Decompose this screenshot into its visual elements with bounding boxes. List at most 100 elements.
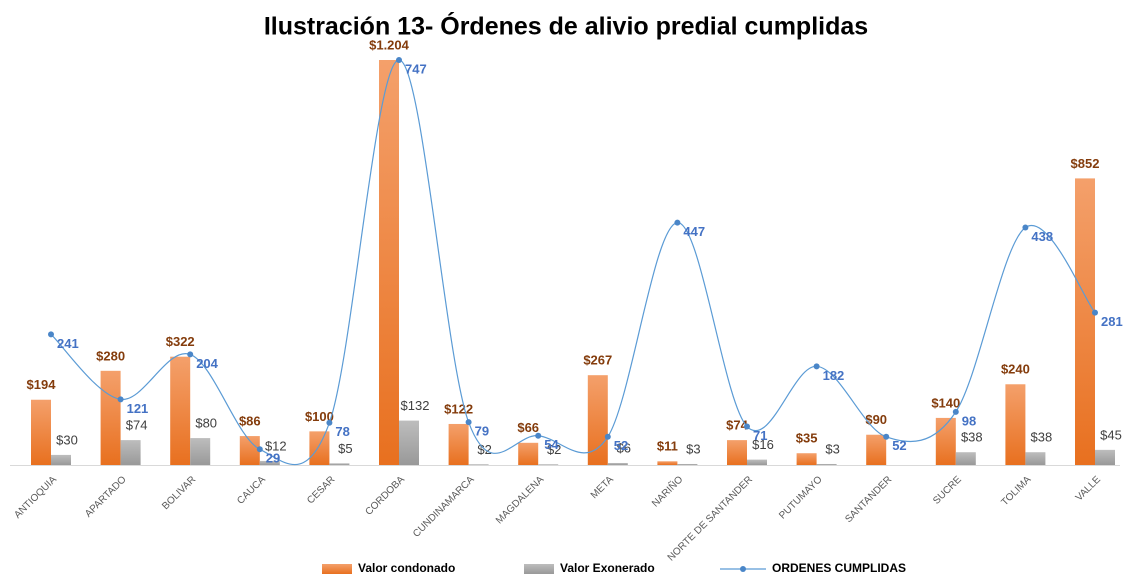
- bar: [747, 459, 767, 465]
- bar: [1075, 178, 1095, 465]
- data-label: $240: [1001, 362, 1030, 377]
- data-label: $122: [444, 401, 473, 416]
- data-label: $12: [265, 438, 287, 453]
- bar: [955, 452, 976, 465]
- x-tick-label: CESAR: [305, 474, 337, 506]
- data-label: 281: [1101, 314, 1123, 329]
- data-label: 747: [405, 61, 427, 76]
- data-label: 78: [335, 424, 349, 439]
- x-tick-label: ANTIOQUIA: [12, 474, 59, 521]
- bar: [1025, 452, 1046, 465]
- bar: [329, 463, 350, 465]
- data-label: $6: [617, 440, 631, 455]
- bar: [190, 438, 211, 465]
- data-label: 182: [823, 368, 845, 383]
- data-label: $66: [517, 420, 539, 435]
- bar: [657, 461, 678, 465]
- x-tick-label: VALLE: [1074, 474, 1104, 504]
- bar: [309, 431, 330, 465]
- data-label: 54: [544, 437, 559, 452]
- bar: [538, 464, 559, 465]
- data-label: $322: [166, 334, 195, 349]
- x-tick-label: PUTUMAYO: [777, 474, 824, 521]
- line-point: [326, 419, 333, 426]
- line-point: [187, 351, 194, 358]
- line-point: [1092, 309, 1098, 316]
- data-label: 121: [127, 401, 149, 416]
- line-point: [535, 432, 542, 439]
- legend-swatch: [524, 564, 554, 574]
- line-point: [465, 419, 472, 426]
- data-label: 204: [196, 356, 218, 371]
- legend-marker: [740, 566, 746, 572]
- data-label: $280: [96, 348, 125, 363]
- legend-label: Valor Exonerado: [560, 561, 655, 575]
- data-label: $267: [583, 353, 612, 368]
- legend-swatch: [322, 564, 352, 574]
- line-point: [604, 433, 611, 440]
- bar: [259, 460, 280, 465]
- x-tick-label: CAUCA: [235, 474, 268, 507]
- bar: [379, 60, 399, 465]
- data-label: $86: [239, 414, 261, 429]
- bar: [796, 453, 817, 465]
- x-tick-label: CORDOBA: [363, 474, 407, 518]
- bar: [448, 423, 469, 465]
- line-point: [1022, 224, 1029, 231]
- bar: [866, 434, 887, 465]
- line-point: [48, 331, 54, 338]
- data-label: 52: [892, 438, 906, 453]
- bar: [31, 399, 51, 465]
- data-label: 52: [614, 438, 628, 453]
- data-label: $74: [126, 418, 148, 433]
- data-label: 71: [753, 428, 767, 443]
- data-label: $140: [931, 395, 960, 410]
- data-label: $1.204: [369, 37, 410, 52]
- line-point: [744, 423, 750, 430]
- data-label: $16: [752, 437, 774, 452]
- line-point: [117, 396, 124, 403]
- bar: [100, 370, 121, 465]
- bar: [239, 436, 260, 465]
- bar: [120, 440, 141, 465]
- line-point: [952, 408, 959, 415]
- data-label: $194: [27, 377, 57, 392]
- data-label: $2: [547, 442, 561, 457]
- data-label: $3: [825, 441, 839, 456]
- data-label: 79: [475, 424, 489, 439]
- bar: [1095, 449, 1115, 465]
- x-tick-label: CUNDINAMARCA: [411, 474, 477, 540]
- bar: [399, 420, 419, 465]
- chart-title: Ilustración 13- Órdenes de alivio predia…: [264, 11, 868, 41]
- line-point: [813, 363, 820, 370]
- x-tick-label: MAGDALENA: [494, 474, 546, 526]
- x-tick-label: SUCRE: [931, 474, 964, 507]
- data-label: 241: [57, 336, 79, 351]
- data-label: 438: [1031, 229, 1053, 244]
- bar: [1005, 384, 1026, 465]
- data-label: $35: [796, 431, 818, 446]
- data-label: $38: [1031, 430, 1053, 445]
- data-label: $80: [195, 416, 217, 431]
- bar: [518, 442, 539, 465]
- line-point: [256, 446, 263, 453]
- x-tick-label: NARIÑO: [649, 473, 686, 510]
- data-label: $90: [865, 412, 887, 427]
- data-label: 98: [962, 413, 976, 428]
- bar: [468, 464, 489, 465]
- data-label: $11: [657, 439, 678, 454]
- data-label: $30: [56, 432, 78, 447]
- line-point: [396, 57, 402, 63]
- legend-label: ORDENES CUMPLIDAS: [772, 561, 906, 575]
- data-label: $5: [338, 441, 352, 456]
- x-tick-label: APARTADO: [83, 474, 129, 520]
- data-label: $38: [961, 430, 983, 445]
- bar: [727, 440, 747, 465]
- line-point: [883, 433, 890, 440]
- data-label: $3: [686, 441, 700, 456]
- data-label: $852: [1071, 156, 1100, 171]
- data-label: 29: [266, 451, 280, 466]
- x-tick-label: TOLIMA: [999, 474, 1033, 508]
- data-label: $132: [401, 398, 430, 413]
